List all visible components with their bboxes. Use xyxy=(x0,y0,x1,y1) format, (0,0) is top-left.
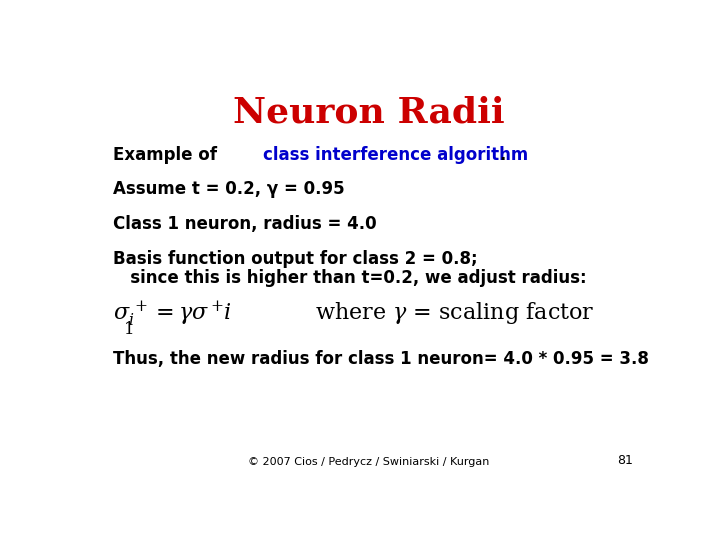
Text: 1: 1 xyxy=(124,321,135,338)
Text: © 2007 Cios / Pedrycz / Swiniarski / Kurgan: © 2007 Cios / Pedrycz / Swiniarski / Kur… xyxy=(248,457,490,467)
Text: Thus, the new radius for class 1 neuron= 4.0 * 0.95 = 3.8: Thus, the new radius for class 1 neuron=… xyxy=(113,350,649,368)
Text: where $\gamma$ = scaling factor: where $\gamma$ = scaling factor xyxy=(315,300,594,326)
Text: .: . xyxy=(499,146,505,164)
Text: 81: 81 xyxy=(616,454,632,467)
Text: Assume t = 0.2, γ = 0.95: Assume t = 0.2, γ = 0.95 xyxy=(113,180,345,198)
Text: since this is higher than t=0.2, we adjust radius:: since this is higher than t=0.2, we adju… xyxy=(113,269,587,287)
Text: Class 1 neuron, radius = 4.0: Class 1 neuron, radius = 4.0 xyxy=(113,215,377,233)
Text: $\sigma_i^{\,+} = \gamma\sigma^+\!i$: $\sigma_i^{\,+} = \gamma\sigma^+\!i$ xyxy=(113,300,232,329)
Text: class interference algorithm: class interference algorithm xyxy=(263,146,528,164)
Text: Basis function output for class 2 = 0.8;: Basis function output for class 2 = 0.8; xyxy=(113,249,478,268)
Text: Example of: Example of xyxy=(113,146,223,164)
Text: Neuron Radii: Neuron Radii xyxy=(233,96,505,130)
